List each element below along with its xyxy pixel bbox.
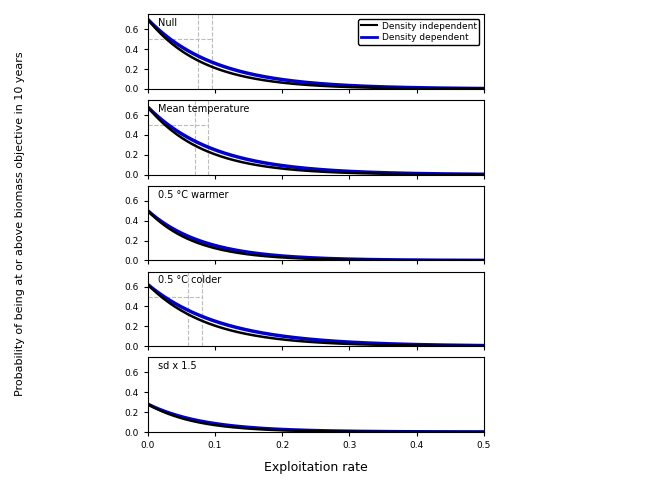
Text: sd x 1.5: sd x 1.5 <box>158 361 196 371</box>
Legend: Density independent, Density dependent: Density independent, Density dependent <box>358 19 479 45</box>
Text: Probability of being at or above biomass objective in 10 years: Probability of being at or above biomass… <box>15 51 25 396</box>
Text: Mean temperature: Mean temperature <box>158 104 249 114</box>
Text: 0.5 °C warmer: 0.5 °C warmer <box>158 190 228 200</box>
Text: 0.5 °C colder: 0.5 °C colder <box>158 276 221 286</box>
Text: Exploitation rate: Exploitation rate <box>264 461 368 475</box>
Text: Null: Null <box>158 18 177 28</box>
